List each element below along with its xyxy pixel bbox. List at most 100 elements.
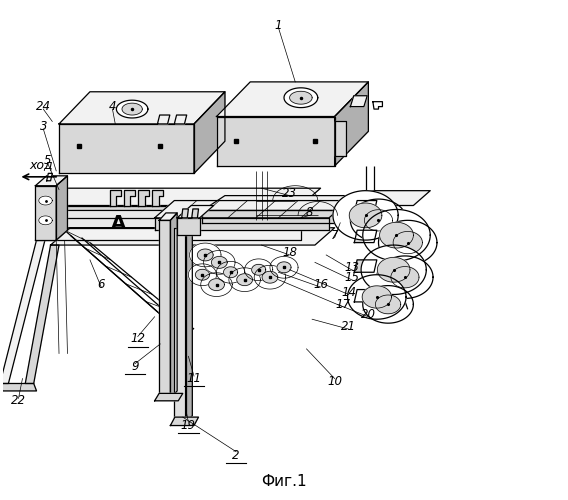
Polygon shape [36,210,320,228]
Polygon shape [170,417,198,426]
Polygon shape [216,116,335,166]
Polygon shape [346,190,430,206]
Polygon shape [177,206,214,218]
Polygon shape [110,190,121,206]
Text: 20: 20 [361,308,376,321]
Polygon shape [377,258,410,282]
Polygon shape [208,278,224,290]
Polygon shape [216,262,245,283]
Polygon shape [348,274,406,319]
Polygon shape [363,210,430,261]
Polygon shape [290,92,312,104]
Polygon shape [59,124,194,174]
Text: 9: 9 [131,360,139,372]
Text: A: A [111,214,126,234]
Polygon shape [154,200,349,218]
Text: 15: 15 [344,270,359,283]
Polygon shape [362,286,391,308]
Polygon shape [186,220,193,423]
Polygon shape [124,190,135,206]
Polygon shape [198,249,213,261]
Polygon shape [284,88,318,108]
Polygon shape [354,230,377,242]
Polygon shape [152,190,163,206]
Text: 10: 10 [327,374,342,388]
Polygon shape [0,384,36,391]
Polygon shape [0,240,45,384]
Polygon shape [25,245,59,384]
Polygon shape [195,270,210,280]
Text: 1: 1 [274,18,282,32]
Polygon shape [245,259,273,280]
Polygon shape [35,186,56,240]
Polygon shape [377,256,433,298]
Text: 6: 6 [98,278,105,291]
Polygon shape [211,256,227,268]
Polygon shape [36,206,301,218]
Polygon shape [39,216,52,225]
Polygon shape [354,290,377,302]
Polygon shape [350,96,367,106]
Text: 5: 5 [44,154,52,168]
Polygon shape [177,218,199,235]
Polygon shape [391,266,419,288]
Text: 3: 3 [40,120,47,133]
Polygon shape [190,243,221,267]
Polygon shape [262,272,278,283]
Text: 17: 17 [336,298,350,311]
Polygon shape [203,250,235,274]
Polygon shape [154,394,183,401]
Text: Фиг.1: Фиг.1 [261,474,307,489]
Polygon shape [192,209,198,218]
Polygon shape [202,196,374,210]
Polygon shape [252,264,266,275]
Polygon shape [229,268,260,291]
Polygon shape [159,220,170,398]
Polygon shape [56,176,68,240]
Polygon shape [202,210,352,223]
Polygon shape [170,213,177,398]
Polygon shape [159,213,177,220]
Polygon shape [36,188,320,206]
Polygon shape [157,115,170,124]
Text: 12: 12 [130,332,145,345]
Text: 16: 16 [313,278,328,291]
Text: 2: 2 [232,448,240,462]
Polygon shape [116,100,148,118]
Text: 14: 14 [341,286,356,298]
Polygon shape [189,264,216,285]
Polygon shape [335,82,369,166]
Text: 23: 23 [282,186,297,200]
Text: 21: 21 [341,320,356,333]
Text: 4: 4 [108,100,116,113]
Text: 19: 19 [181,419,196,432]
Polygon shape [335,122,346,156]
Polygon shape [350,199,407,242]
Polygon shape [122,103,142,115]
Polygon shape [59,92,225,124]
Text: 13: 13 [344,261,359,274]
Polygon shape [201,272,232,296]
Polygon shape [216,82,369,116]
Text: ход: ход [29,158,53,171]
Polygon shape [363,286,414,323]
Polygon shape [393,232,423,254]
Polygon shape [378,220,437,265]
Polygon shape [270,256,298,278]
Polygon shape [182,209,189,218]
Polygon shape [365,210,392,231]
Polygon shape [254,266,286,289]
Polygon shape [36,228,301,240]
Text: 11: 11 [186,372,202,385]
Polygon shape [361,245,427,294]
Polygon shape [379,222,414,248]
Polygon shape [174,228,186,423]
Polygon shape [154,218,329,230]
Polygon shape [333,190,398,240]
Polygon shape [47,174,52,181]
Text: 8: 8 [306,206,313,220]
Text: 22: 22 [11,394,26,407]
Text: 24: 24 [36,100,51,113]
Polygon shape [354,200,377,213]
Polygon shape [194,92,225,174]
